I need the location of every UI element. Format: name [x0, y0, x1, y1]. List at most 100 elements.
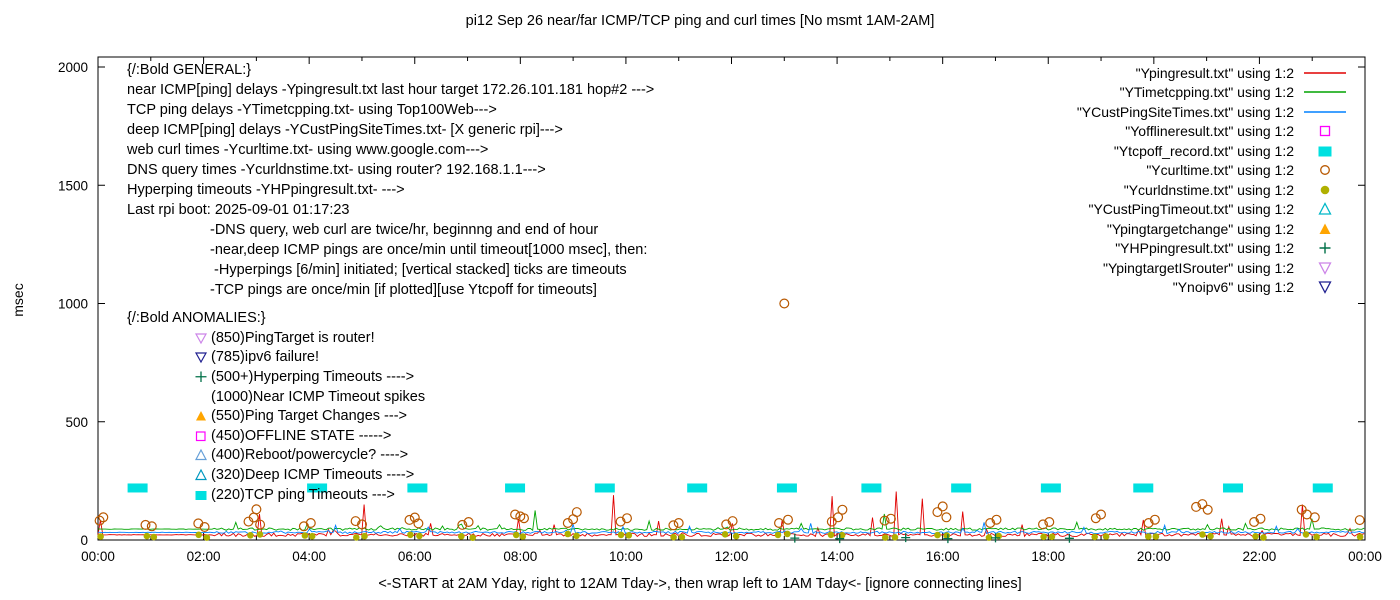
anomaly-label: (320)Deep ICMP Timeouts ---->: [211, 466, 415, 483]
y-tick-label: 500: [65, 415, 88, 430]
anomaly-square-open-icon: [195, 431, 206, 441]
anomaly-label: (400)Reboot/powercycle? ---->: [211, 447, 409, 464]
line-icon: [1304, 91, 1346, 93]
legend-label: "Yofflineresult.txt" using 1:2: [1125, 123, 1294, 140]
y-tick-label: 1500: [58, 178, 88, 193]
legend-item: "YpingtargetISrouter" using 1:2: [1103, 258, 1348, 278]
x-tick-label: 14:00: [820, 549, 854, 564]
anomaly-item: (550)Ping Target Changes --->: [127, 406, 425, 426]
anomaly-item: (1000)Near ICMP Timeout spikes: [127, 387, 425, 407]
axes: 00:00 02:00 04:00 06:00 08:00 10:00 12:00 14:00…: [58, 56, 1382, 564]
x-tick-label: 06:00: [398, 549, 432, 564]
x-tick-label: 10:00: [609, 549, 643, 564]
series-Ycurltime.txt: [94, 298, 1365, 532]
annotation-line: near ICMP[ping] delays -Ypingresult.txt …: [127, 82, 655, 98]
line-icon: [1304, 111, 1346, 113]
annotation-line: DNS query times -Ycurldnstime.txt- using…: [127, 162, 546, 178]
anomaly-item: (850)PingTarget is router!: [127, 328, 425, 348]
anomaly-label: (785)ipv6 failure!: [211, 349, 319, 366]
legend-item: "Ycurldnstime.txt" using 1:2: [1124, 180, 1348, 200]
annotation-line: TCP ping delays -YTimetcpping.txt- using…: [127, 102, 497, 118]
annotation-line: {/:Bold GENERAL:}: [127, 62, 252, 78]
anomaly-item: (220)TCP ping Timeouts --->: [127, 485, 425, 505]
legend-item: "Ytcpoff_record.txt" using 1:2: [1114, 141, 1348, 161]
anomalies-annotations: {/:Bold ANOMALIES:} (850)PingTarget is ro…: [127, 308, 425, 504]
anomaly-item: (450)OFFLINE STATE ----->: [127, 426, 425, 446]
legend-label: "Ypingresult.txt" using 1:2: [1135, 64, 1294, 81]
anomaly-label: (550)Ping Target Changes --->: [211, 408, 407, 425]
series-Ytcpoff_record.txt: [127, 483, 1333, 493]
anomaly-square-filled-icon: [195, 490, 207, 500]
anomaly-label: (1000)Near ICMP Timeout spikes: [211, 388, 426, 405]
x-tick-label: 08:00: [503, 549, 537, 564]
plus-icon: [1319, 242, 1331, 254]
anomaly-item: (400)Reboot/powercycle? ---->: [127, 446, 425, 466]
circle-open-icon: [1320, 165, 1330, 176]
chart-title: pi12 Sep 26 near/far ICMP/TCP ping and c…: [465, 13, 935, 29]
x-tick-label: 00:00: [1348, 549, 1382, 564]
x-tick-label: 02:00: [187, 549, 221, 564]
legend-label: "Ycurldnstime.txt" using 1:2: [1123, 181, 1294, 198]
anomaly-item: (500+)Hyperping Timeouts ---->: [127, 367, 425, 387]
legend-item: "Ycurltime.txt" using 1:2: [1146, 161, 1348, 181]
anomaly-label: (850)PingTarget is router!: [211, 329, 375, 346]
triangle-down-open-icon: [1318, 262, 1332, 275]
triangle-up-open-icon: [1318, 202, 1332, 215]
y-tick-label: 0: [80, 533, 88, 548]
legend-item: "YTimetcpping.txt" using 1:2: [1120, 83, 1348, 103]
x-tick-label: 00:00: [81, 549, 115, 564]
anomaly-plus-icon: [195, 371, 207, 382]
legend-label: "Ycurltime.txt" using 1:2: [1146, 162, 1294, 179]
anomaly-triangle-down-open-icon: [194, 352, 208, 364]
x-tick-label: 12:00: [715, 549, 749, 564]
legend-item: "YCustPingTimeout.txt" using 1:2: [1088, 200, 1348, 220]
legend-label: "Ynoipv6" using 1:2: [1172, 279, 1294, 296]
x-tick-label: 22:00: [1243, 549, 1277, 564]
legend-item: "YHPpingresult.txt" using 1:2: [1115, 239, 1348, 259]
general-annotations: {/:Bold GENERAL:} near ICMP[ping] delays …: [127, 60, 654, 300]
annotation-line: Last rpi boot: 2025-09-01 01:17:23: [127, 202, 350, 218]
series-Ycurldnstime.txt: [97, 530, 1364, 541]
y-tick-label: 2000: [58, 60, 88, 75]
legend-label: "Ytcpoff_record.txt" using 1:2: [1113, 142, 1294, 159]
legend-item: "Ypingtargetchange" using 1:2: [1107, 219, 1348, 239]
y-tick-label: 1000: [58, 297, 88, 312]
line-icon: [1304, 72, 1346, 74]
square-filled-icon: [1318, 146, 1332, 157]
anomaly-item: (785)ipv6 failure!: [127, 348, 425, 368]
circle-filled-icon: [1320, 185, 1330, 195]
square-open-icon: [1319, 126, 1331, 137]
marker-spacer: [193, 390, 209, 404]
legend: "Ypingresult.txt" using 1:2 "YTimetcpping…: [1077, 63, 1348, 297]
anomaly-triangle-up-filled-icon: [196, 411, 206, 421]
annotation-line: deep ICMP[ping] delays -YCustPingSiteTim…: [127, 122, 563, 138]
x-tick-label: 04:00: [292, 549, 326, 564]
annotation-line: -near,deep ICMP pings are once/min until…: [210, 242, 648, 258]
annotation-line: web curl times -Ycurltime.txt- using www…: [127, 142, 489, 158]
legend-item: "Ynoipv6" using 1:2: [1173, 278, 1348, 298]
anomaly-triangle-down-open-icon: [194, 333, 208, 345]
x-tick-label: 16:00: [926, 549, 960, 564]
anomaly-label: (450)OFFLINE STATE ----->: [211, 427, 392, 444]
annotation-line: Hyperping timeouts -YHPpingresult.txt- -…: [127, 182, 405, 198]
anomaly-label: (500+)Hyperping Timeouts ---->: [211, 368, 415, 385]
legend-item: "YCustPingSiteTimes.txt" using 1:2: [1077, 102, 1348, 122]
legend-item: "Yofflineresult.txt" using 1:2: [1125, 122, 1348, 142]
legend-label: "Ypingtargetchange" using 1:2: [1106, 220, 1294, 237]
legend-label: "YTimetcpping.txt" using 1:2: [1119, 84, 1294, 101]
x-tick-label: 18:00: [1031, 549, 1065, 564]
annotation-line: -TCP pings are once/min [if plotted][use…: [210, 282, 597, 298]
annotation-line: -Hyperpings [6/min] initiated; [vertical…: [210, 262, 627, 278]
anomaly-item: (320)Deep ICMP Timeouts ---->: [127, 465, 425, 485]
series-YCustPingSiteTimes.txt: [97, 522, 1365, 535]
legend-item: "Ypingresult.txt" using 1:2: [1136, 63, 1348, 83]
anomaly-triangle-up-open-icon: [195, 449, 207, 461]
legend-label: "YCustPingSiteTimes.txt" using 1:2: [1076, 103, 1294, 120]
x-tick-label: 20:00: [1137, 549, 1171, 564]
triangle-down-open-icon: [1318, 281, 1332, 295]
legend-label: "YCustPingTimeout.txt" using 1:2: [1088, 201, 1294, 218]
anomaly-label: (220)TCP ping Timeouts --->: [211, 486, 395, 503]
legend-label: "YpingtargetISrouter" using 1:2: [1102, 259, 1294, 276]
